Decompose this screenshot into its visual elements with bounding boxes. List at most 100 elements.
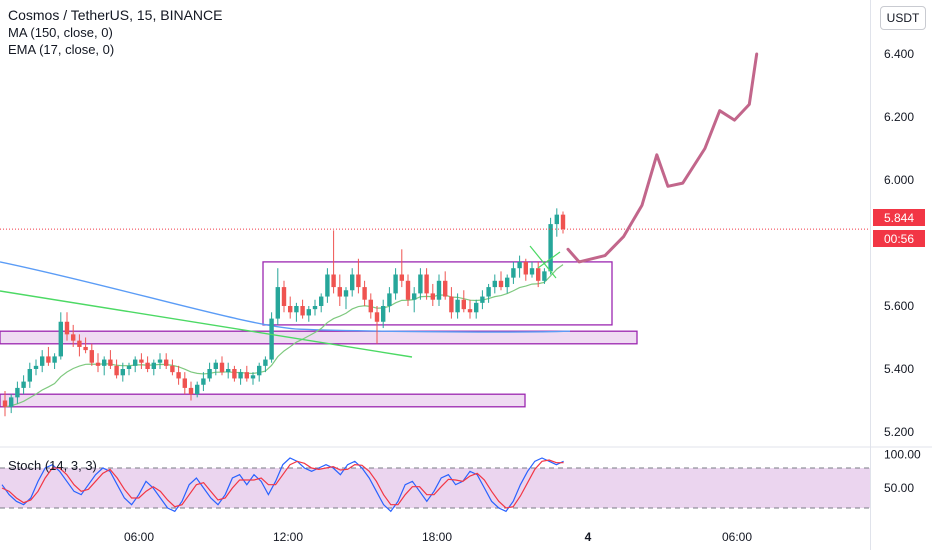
- candle-body: [58, 321, 63, 357]
- candle-body: [257, 365, 262, 376]
- zone-2: [0, 393, 526, 408]
- currency-badge[interactable]: USDT: [880, 6, 926, 30]
- candle-body: [21, 381, 26, 388]
- candle-body: [387, 293, 392, 306]
- candle-body: [27, 369, 32, 382]
- candle-body: [114, 365, 119, 376]
- candle-body: [517, 261, 522, 269]
- candle-body: [399, 274, 404, 281]
- candle-body: [195, 384, 200, 395]
- price-tick-label: 6.200: [884, 110, 914, 124]
- candle-body: [2, 400, 8, 407]
- price-tick-label: 5.400: [884, 362, 914, 376]
- candle-body: [89, 350, 94, 363]
- candle-body: [362, 287, 367, 300]
- zone-0: [262, 261, 613, 326]
- candle-body: [393, 274, 398, 294]
- candle-body: [232, 369, 237, 379]
- price-tick-label: 6.400: [884, 47, 914, 61]
- candle-body: [449, 296, 454, 313]
- time-tick-label: 06:00: [124, 530, 154, 544]
- candle-body: [554, 214, 559, 225]
- forecast-path: [566, 52, 759, 264]
- ma150-line: [0, 261, 571, 333]
- candle-body: [312, 306, 318, 310]
- candle-body: [250, 375, 256, 379]
- ema-legend: EMA (17, close, 0): [8, 42, 115, 57]
- candle-body: [46, 356, 51, 363]
- candle-body: [281, 287, 287, 306]
- candle-body: [288, 306, 293, 313]
- candle-body: [319, 296, 324, 306]
- candle-body: [560, 214, 566, 230]
- candle-body: [108, 359, 113, 366]
- candle-body: [40, 356, 45, 366]
- candle-body: [381, 306, 386, 322]
- candle-body: [536, 268, 541, 281]
- candle-body: [170, 365, 175, 373]
- candle-body: [337, 287, 342, 297]
- candle-body: [418, 274, 423, 294]
- drawings: [0, 52, 870, 358]
- candle-body: [83, 346, 88, 351]
- stoch-tick-label: 50.00: [884, 481, 914, 495]
- candle-body: [424, 274, 429, 294]
- stoch-k-line: [1, 457, 564, 513]
- candle-body: [139, 359, 144, 363]
- candle-body: [182, 378, 187, 388]
- candle-body: [443, 280, 448, 297]
- candle-body: [300, 306, 305, 316]
- candle-body: [467, 309, 473, 313]
- time-tick-label: 18:00: [422, 530, 452, 544]
- candle-body: [455, 299, 460, 313]
- candle-body: [77, 340, 82, 347]
- candle-body: [343, 290, 349, 297]
- candle-body: [151, 362, 156, 369]
- time-tick-label: 06:00: [722, 530, 752, 544]
- candle-body: [15, 387, 20, 398]
- candle-body: [219, 362, 225, 373]
- time-tick-label: 12:00: [273, 530, 303, 544]
- candle-body: [480, 296, 485, 303]
- candle-body: [33, 365, 39, 369]
- candle-body: [126, 365, 132, 369]
- support-resistance-zones: [0, 261, 638, 408]
- wedge-line-upper: [529, 245, 557, 279]
- zone-1: [0, 330, 638, 345]
- candle-body: [71, 334, 76, 341]
- candle-body: [325, 274, 330, 297]
- candle-body: [523, 261, 528, 275]
- stoch-tick-label: 100.00: [884, 448, 921, 462]
- candle-body: [548, 224, 553, 272]
- candle-body: [120, 369, 125, 376]
- candle-body: [95, 362, 101, 366]
- candle-body: [356, 274, 361, 288]
- candle-body: [486, 287, 491, 297]
- candle-body: [350, 274, 355, 291]
- candle-body: [102, 359, 107, 366]
- candle-body: [133, 359, 138, 366]
- candle-body: [275, 287, 280, 319]
- trend-line: [0, 290, 413, 358]
- countdown-tag: 00:56: [873, 230, 925, 247]
- candle-body: [213, 362, 218, 369]
- stoch-d-line: [1, 459, 564, 509]
- candle-body: [145, 362, 150, 369]
- candle-body: [505, 277, 510, 288]
- candle-body: [238, 372, 243, 379]
- candle-body: [492, 280, 497, 288]
- candle-body: [542, 271, 547, 281]
- candle-body: [374, 312, 380, 322]
- candle-body: [9, 397, 14, 407]
- candle-body: [201, 378, 206, 385]
- candle-body: [405, 280, 411, 300]
- candle-body: [430, 293, 435, 300]
- stochastic-pane: [0, 457, 870, 513]
- candle-body: [64, 321, 70, 335]
- candle-body: [207, 369, 212, 379]
- last-price-tag: 5.844: [873, 209, 925, 226]
- candle-body: [511, 268, 516, 278]
- candle-body: [294, 306, 299, 313]
- candle-body: [263, 359, 268, 366]
